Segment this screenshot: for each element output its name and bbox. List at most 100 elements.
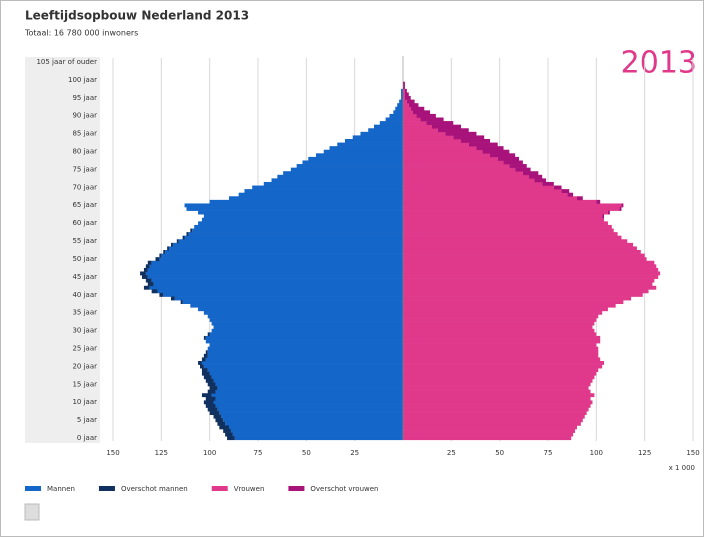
bar bbox=[211, 393, 403, 398]
bar bbox=[403, 325, 593, 330]
bar bbox=[403, 99, 407, 104]
bar bbox=[147, 275, 403, 279]
bar bbox=[209, 386, 218, 390]
bar bbox=[232, 432, 403, 437]
bar bbox=[201, 357, 206, 362]
bar bbox=[403, 117, 421, 122]
bar bbox=[263, 181, 403, 186]
bar bbox=[403, 138, 461, 143]
x-tick-label: 125 bbox=[638, 449, 651, 457]
bar bbox=[403, 214, 603, 219]
bar bbox=[403, 346, 599, 351]
bar bbox=[227, 436, 235, 441]
bar bbox=[403, 106, 411, 111]
bar bbox=[522, 171, 539, 176]
bar bbox=[401, 96, 403, 100]
bar bbox=[403, 421, 581, 426]
bar bbox=[426, 121, 454, 125]
bar bbox=[403, 131, 446, 136]
bar bbox=[403, 314, 599, 319]
bar bbox=[403, 121, 427, 125]
print-icon[interactable] bbox=[24, 503, 40, 521]
bar bbox=[395, 106, 403, 111]
bar bbox=[403, 425, 577, 430]
y-tick-label: 90 jaar bbox=[72, 112, 97, 120]
bar bbox=[205, 339, 403, 344]
bar bbox=[169, 246, 403, 251]
chart-title: Leeftijdsopbouw Nederland 2013 bbox=[25, 9, 249, 23]
bar bbox=[403, 189, 562, 194]
bar bbox=[167, 246, 170, 251]
y-tick-label: 50 jaar bbox=[72, 255, 97, 263]
bar bbox=[277, 174, 403, 179]
bar bbox=[215, 418, 224, 423]
bar bbox=[203, 214, 403, 219]
bar bbox=[176, 239, 179, 244]
bar bbox=[416, 113, 436, 118]
bar bbox=[329, 146, 403, 151]
bar bbox=[207, 350, 403, 355]
bar bbox=[184, 235, 403, 240]
bar bbox=[223, 429, 231, 433]
bar bbox=[171, 242, 173, 247]
bar bbox=[223, 418, 403, 423]
bar bbox=[198, 307, 403, 312]
bar bbox=[403, 221, 608, 226]
bar bbox=[403, 178, 535, 183]
y-tick-label: 70 jaar bbox=[72, 183, 97, 191]
bar bbox=[403, 164, 510, 168]
bar bbox=[403, 267, 659, 272]
bar bbox=[403, 167, 516, 172]
bar bbox=[437, 128, 469, 133]
bar bbox=[403, 253, 645, 258]
bar bbox=[161, 253, 403, 258]
bar bbox=[403, 407, 589, 412]
bar bbox=[244, 189, 403, 194]
bar bbox=[225, 421, 403, 426]
bar bbox=[482, 149, 510, 154]
bar bbox=[165, 250, 403, 254]
bar bbox=[194, 224, 403, 229]
bar bbox=[198, 210, 403, 215]
bar bbox=[542, 181, 554, 186]
bar bbox=[403, 260, 655, 265]
bar bbox=[207, 382, 216, 387]
bar bbox=[143, 285, 150, 290]
y-tick-label: 5 jaar bbox=[77, 416, 97, 424]
bar bbox=[577, 196, 583, 201]
bar bbox=[201, 361, 403, 365]
bar bbox=[290, 167, 403, 172]
legend-label: Overschot mannen bbox=[121, 485, 188, 493]
bar bbox=[207, 368, 403, 373]
bar bbox=[403, 103, 409, 108]
y-tick-label: 25 jaar bbox=[72, 344, 97, 352]
bar bbox=[203, 375, 212, 380]
y-tick-label: 15 jaar bbox=[72, 380, 97, 388]
y-tick-label: 95 jaar bbox=[72, 94, 97, 102]
bar bbox=[403, 250, 641, 254]
bar bbox=[432, 124, 461, 129]
bar bbox=[213, 400, 403, 405]
bar bbox=[534, 178, 547, 183]
bar bbox=[403, 153, 490, 158]
bar bbox=[203, 364, 403, 369]
x-tick-label: 150 bbox=[686, 449, 699, 457]
bar bbox=[403, 264, 657, 269]
y-tick-label: 55 jaar bbox=[72, 237, 97, 245]
bar bbox=[403, 128, 438, 133]
legend-swatch bbox=[211, 486, 228, 491]
bar bbox=[209, 332, 403, 337]
y-tick-label: 40 jaar bbox=[72, 291, 97, 299]
bar bbox=[403, 146, 477, 151]
bar bbox=[234, 436, 403, 441]
bar bbox=[403, 285, 657, 290]
bar bbox=[403, 400, 593, 405]
bar bbox=[403, 307, 608, 312]
bar bbox=[403, 142, 469, 147]
bar bbox=[401, 92, 403, 97]
bar bbox=[203, 353, 208, 358]
bar bbox=[205, 350, 208, 355]
bar bbox=[403, 96, 405, 100]
bar bbox=[403, 389, 591, 394]
